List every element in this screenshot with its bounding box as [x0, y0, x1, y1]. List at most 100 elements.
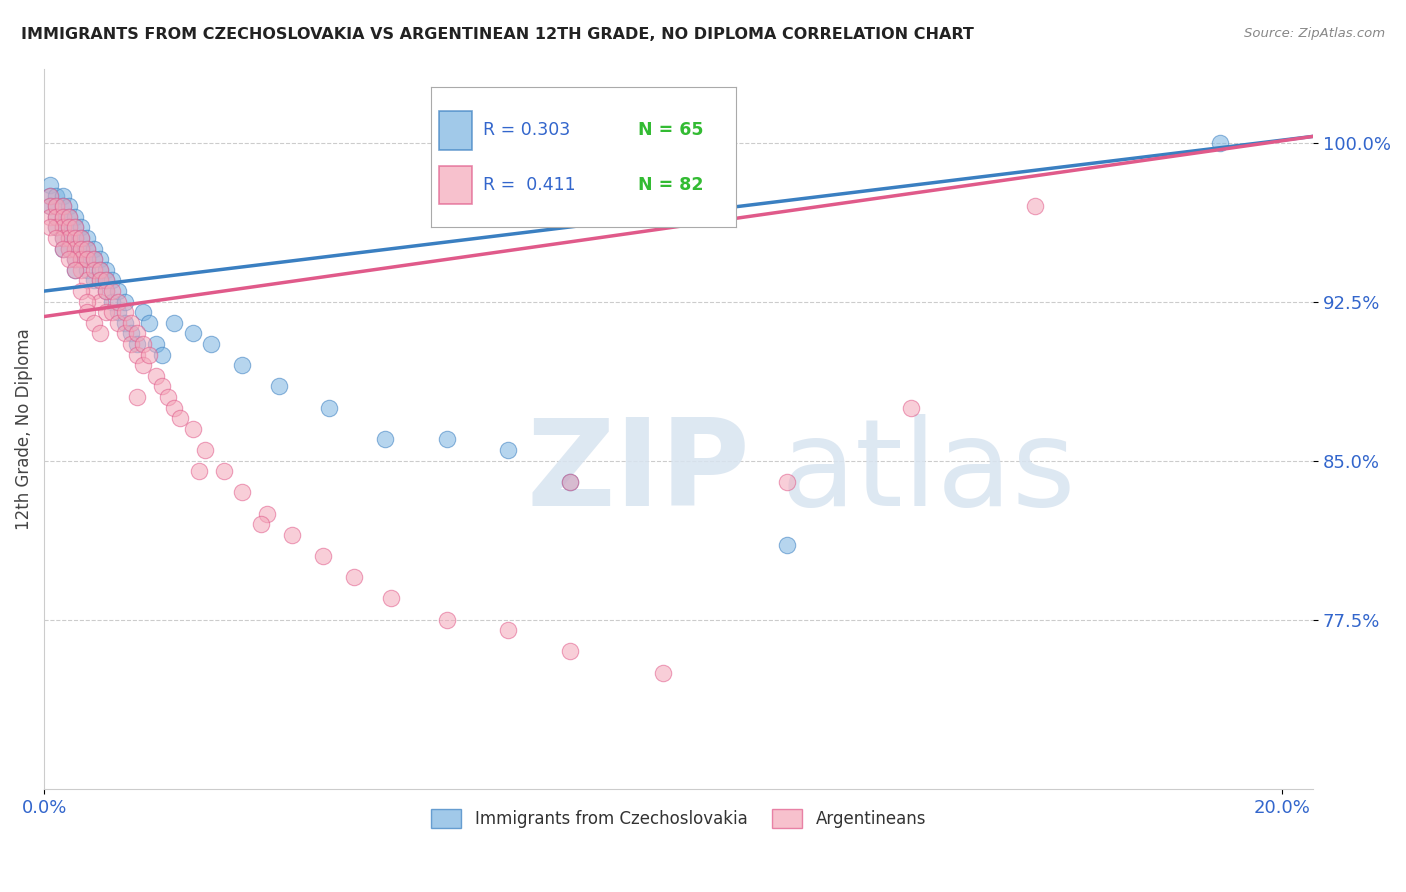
- Point: [70, 220, 93, 235]
- Point: [70, 242, 93, 256]
- Point: [125, 390, 148, 404]
- Point: [120, 326, 142, 341]
- Point: [83, 273, 105, 287]
- Point: [39, 199, 62, 213]
- Point: [776, 538, 799, 552]
- Point: [312, 549, 335, 563]
- Point: [45, 231, 67, 245]
- Point: [63, 220, 86, 235]
- Point: [76, 252, 98, 267]
- Point: [70, 284, 93, 298]
- Point: [163, 316, 186, 330]
- Point: [63, 231, 86, 245]
- Point: [52, 242, 75, 256]
- Point: [45, 188, 67, 202]
- Point: [39, 210, 62, 224]
- Point: [150, 348, 173, 362]
- Point: [63, 263, 86, 277]
- Point: [63, 252, 86, 267]
- Point: [58, 252, 80, 267]
- Point: [132, 337, 155, 351]
- Point: [120, 337, 142, 351]
- Point: [76, 294, 98, 309]
- Point: [125, 326, 148, 341]
- Point: [70, 263, 93, 277]
- Text: Source: ZipAtlas.com: Source: ZipAtlas.com: [1244, 27, 1385, 40]
- Point: [45, 199, 67, 213]
- Point: [76, 263, 98, 277]
- Point: [94, 273, 117, 287]
- Point: [89, 294, 111, 309]
- Point: [58, 231, 80, 245]
- Point: [498, 443, 520, 458]
- Point: [45, 199, 67, 213]
- Point: [63, 242, 86, 256]
- Point: [45, 210, 67, 224]
- Point: [63, 220, 86, 235]
- Point: [63, 231, 86, 245]
- Point: [52, 199, 75, 213]
- Point: [58, 199, 80, 213]
- Point: [138, 348, 160, 362]
- Point: [1024, 199, 1046, 213]
- Point: [83, 263, 105, 277]
- Point: [83, 316, 105, 330]
- Point: [39, 178, 62, 193]
- Point: [58, 210, 80, 224]
- Point: [39, 188, 62, 202]
- Point: [76, 305, 98, 319]
- Point: [380, 591, 402, 606]
- Point: [45, 210, 67, 224]
- Point: [107, 284, 129, 298]
- Point: [94, 263, 117, 277]
- Point: [76, 252, 98, 267]
- Point: [138, 316, 160, 330]
- Point: [107, 294, 129, 309]
- Point: [212, 464, 235, 478]
- Point: [652, 665, 675, 680]
- Point: [89, 263, 111, 277]
- Point: [52, 220, 75, 235]
- Point: [52, 210, 75, 224]
- Point: [187, 464, 209, 478]
- Point: [101, 284, 124, 298]
- Point: [58, 242, 80, 256]
- Point: [63, 252, 86, 267]
- Point: [89, 326, 111, 341]
- Point: [70, 252, 93, 267]
- Point: [150, 379, 173, 393]
- Point: [114, 316, 136, 330]
- Point: [52, 220, 75, 235]
- Point: [231, 485, 253, 500]
- Point: [45, 220, 67, 235]
- Point: [114, 326, 136, 341]
- Text: IMMIGRANTS FROM CZECHOSLOVAKIA VS ARGENTINEAN 12TH GRADE, NO DIPLOMA CORRELATION: IMMIGRANTS FROM CZECHOSLOVAKIA VS ARGENT…: [21, 27, 974, 42]
- Y-axis label: 12th Grade, No Diploma: 12th Grade, No Diploma: [15, 328, 32, 530]
- Text: ZIP: ZIP: [526, 414, 751, 531]
- Point: [89, 273, 111, 287]
- Point: [63, 242, 86, 256]
- Point: [52, 242, 75, 256]
- Point: [181, 326, 204, 341]
- Legend: Immigrants from Czechoslovakia, Argentineans: Immigrants from Czechoslovakia, Argentin…: [425, 803, 932, 835]
- Point: [52, 199, 75, 213]
- Point: [70, 242, 93, 256]
- Point: [94, 273, 117, 287]
- Point: [249, 517, 271, 532]
- Point: [76, 242, 98, 256]
- Point: [58, 210, 80, 224]
- Point: [101, 305, 124, 319]
- Point: [76, 273, 98, 287]
- Point: [498, 624, 520, 638]
- Point: [89, 263, 111, 277]
- Point: [231, 359, 253, 373]
- Point: [58, 220, 80, 235]
- Point: [63, 210, 86, 224]
- Point: [181, 422, 204, 436]
- Point: [58, 231, 80, 245]
- Point: [52, 188, 75, 202]
- Point: [145, 337, 167, 351]
- Point: [83, 242, 105, 256]
- Point: [89, 252, 111, 267]
- Point: [58, 220, 80, 235]
